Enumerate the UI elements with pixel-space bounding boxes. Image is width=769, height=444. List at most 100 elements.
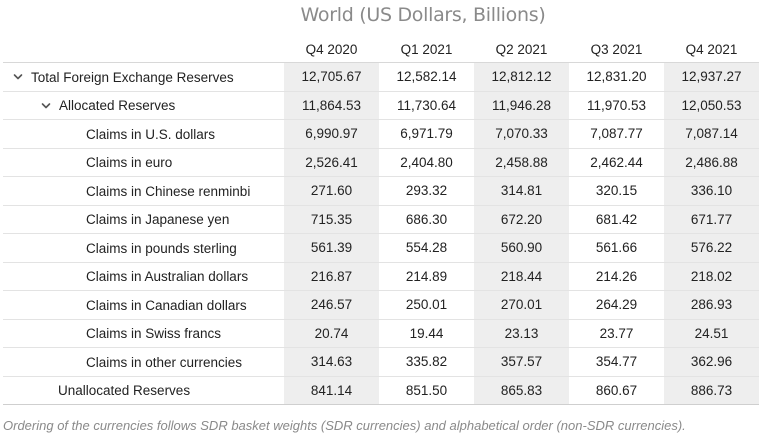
value-cell: 11,730.64 — [379, 91, 474, 120]
row-label: Claims in Chinese renminbi — [86, 183, 251, 199]
table-row: Claims in Japanese yen 715.35 686.30 672.20… — [3, 205, 759, 234]
value-cell: 216.87 — [284, 262, 379, 291]
value-cell: 214.26 — [569, 262, 664, 291]
table-row: Claims in Chinese renminbi 271.60 293.32 31… — [3, 176, 759, 206]
header-row: Q4 2020 Q1 2021 Q2 2021 Q3 2021 Q4 2021 — [3, 36, 759, 63]
table-row: Claims in U.S. dollars 6,990.97 6,971.79 7,… — [3, 119, 759, 149]
value-cell: 12,705.67 — [284, 62, 379, 92]
value-cell: 214.89 — [379, 262, 474, 291]
value-cell: 246.57 — [284, 290, 379, 320]
table-row: Claims in Swiss francs 20.74 19.44 23.13 23.… — [3, 319, 759, 348]
value-cell: 314.63 — [284, 347, 379, 377]
value-cell: 671.77 — [664, 205, 759, 234]
column-header: Q2 2021 — [474, 36, 569, 63]
value-cell: 2,526.41 — [284, 148, 379, 177]
row-label-cell: Claims in U.S. dollars — [3, 119, 284, 149]
column-header: Q4 2020 — [284, 36, 379, 63]
value-cell: 561.39 — [284, 233, 379, 263]
row-label: Claims in Australian dollars — [86, 269, 249, 285]
value-cell: 286.93 — [664, 290, 759, 320]
value-cell: 20.74 — [284, 319, 379, 348]
value-cell: 7,070.33 — [474, 119, 569, 149]
table-row: Claims in euro 2,526.41 2,404.80 2,458.88 2,… — [3, 148, 759, 177]
value-cell: 6,971.79 — [379, 119, 474, 149]
column-header: Q1 2021 — [379, 36, 474, 63]
row-label-cell: Claims in Japanese yen — [3, 205, 284, 234]
value-cell: 11,946.28 — [474, 91, 569, 120]
row-label: Claims in pounds sterling — [86, 240, 237, 256]
header-label-cell — [3, 36, 284, 63]
value-cell: 554.28 — [379, 233, 474, 263]
table-row: Claims in pounds sterling 561.39 554.28 560… — [3, 233, 759, 263]
value-cell: 12,812.12 — [474, 62, 569, 92]
chevron-down-icon[interactable] — [41, 101, 55, 111]
row-label: Claims in Canadian dollars — [86, 297, 247, 313]
row-label-cell: Claims in other currencies — [3, 347, 284, 377]
chevron-down-icon[interactable] — [13, 72, 27, 82]
value-cell: 250.01 — [379, 290, 474, 320]
value-cell: 715.35 — [284, 205, 379, 234]
table-row: Claims in other currencies 314.63 335.82 35… — [3, 347, 759, 377]
value-cell: 11,864.53 — [284, 91, 379, 120]
value-cell: 320.15 — [569, 176, 664, 206]
row-label: Claims in U.S. dollars — [86, 126, 216, 142]
table-row[interactable]: Total Foreign Exchange Reserves 12,705.67… — [3, 62, 759, 92]
row-label: Unallocated Reserves — [58, 383, 191, 399]
value-cell: 681.42 — [569, 205, 664, 234]
value-cell: 12,582.14 — [379, 62, 474, 92]
row-label-cell: Claims in Canadian dollars — [3, 290, 284, 320]
value-cell: 11,970.53 — [569, 91, 664, 120]
row-label: Claims in Swiss francs — [86, 326, 222, 342]
table-title: World (US Dollars, Billions) — [300, 4, 546, 26]
value-cell: 264.29 — [569, 290, 664, 320]
value-cell: 12,831.20 — [569, 62, 664, 92]
value-cell: 293.32 — [379, 176, 474, 206]
value-cell: 336.10 — [664, 176, 759, 206]
row-label: Claims in euro — [86, 155, 173, 171]
value-cell: 7,087.14 — [664, 119, 759, 149]
table-row: Unallocated Reserves 841.14 851.50 865.83 86… — [3, 376, 759, 405]
value-cell: 576.22 — [664, 233, 759, 263]
row-label-cell: Claims in euro — [3, 148, 284, 177]
value-cell: 841.14 — [284, 376, 379, 405]
row-label-cell[interactable]: Allocated Reserves — [3, 91, 284, 120]
value-cell: 23.77 — [569, 319, 664, 348]
value-cell: 2,462.44 — [569, 148, 664, 177]
value-cell: 357.57 — [474, 347, 569, 377]
value-cell: 335.82 — [379, 347, 474, 377]
table-row[interactable]: Allocated Reserves 11,864.53 11,730.64 11,9… — [3, 91, 759, 120]
value-cell: 19.44 — [379, 319, 474, 348]
value-cell: 314.81 — [474, 176, 569, 206]
value-cell: 12,937.27 — [664, 62, 759, 92]
row-label-cell: Claims in Australian dollars — [3, 262, 284, 291]
value-cell: 24.51 — [664, 319, 759, 348]
row-label-cell: Claims in Chinese renminbi — [3, 176, 284, 206]
value-cell: 218.02 — [664, 262, 759, 291]
value-cell: 7,087.77 — [569, 119, 664, 149]
row-label: Allocated Reserves — [59, 98, 176, 114]
reserves-table: Q4 2020 Q1 2021 Q2 2021 Q3 2021 Q4 2021 … — [3, 36, 759, 405]
value-cell: 865.83 — [474, 376, 569, 405]
value-cell: 672.20 — [474, 205, 569, 234]
value-cell: 23.13 — [474, 319, 569, 348]
footnote: Ordering of the currencies follows SDR b… — [3, 418, 686, 433]
value-cell: 2,486.88 — [664, 148, 759, 177]
value-cell: 860.67 — [569, 376, 664, 405]
value-cell: 686.30 — [379, 205, 474, 234]
row-label-cell: Claims in Swiss francs — [3, 319, 284, 348]
column-header: Q4 2021 — [664, 36, 759, 63]
value-cell: 6,990.97 — [284, 119, 379, 149]
column-header: Q3 2021 — [569, 36, 664, 63]
row-label-cell: Unallocated Reserves — [3, 376, 284, 405]
table-row: Claims in Australian dollars 216.87 214.89… — [3, 262, 759, 291]
row-label-cell: Claims in pounds sterling — [3, 233, 284, 263]
value-cell: 2,404.80 — [379, 148, 474, 177]
value-cell: 218.44 — [474, 262, 569, 291]
value-cell: 354.77 — [569, 347, 664, 377]
row-label: Claims in other currencies — [86, 354, 243, 370]
value-cell: 362.96 — [664, 347, 759, 377]
value-cell: 561.66 — [569, 233, 664, 263]
row-label-cell[interactable]: Total Foreign Exchange Reserves — [3, 62, 284, 92]
value-cell: 2,458.88 — [474, 148, 569, 177]
value-cell: 886.73 — [664, 376, 759, 405]
